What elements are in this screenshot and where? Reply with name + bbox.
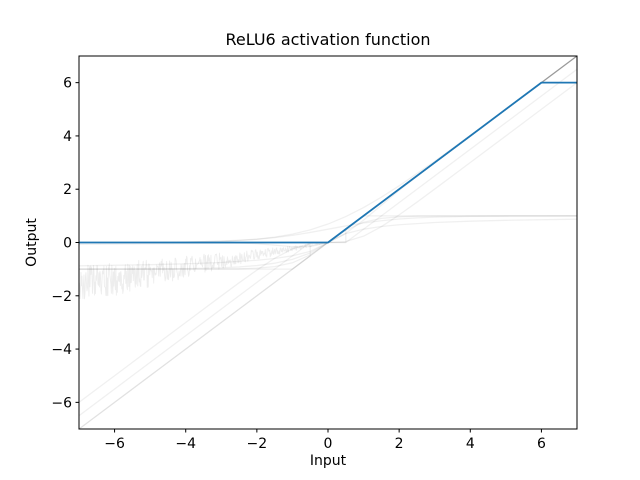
y-tick-label: −2 (51, 289, 72, 305)
x-tick-label: 0 (324, 436, 333, 452)
bg-curve-sigmoid (79, 215, 577, 244)
curves-layer (79, 56, 577, 429)
y-tick-label: −4 (51, 342, 72, 358)
y-tick-label: 2 (63, 182, 72, 198)
x-tick-label: 6 (537, 436, 546, 452)
y-axis-label: Output (24, 218, 40, 267)
bg-curve-gelu (79, 56, 577, 248)
y-tick-label: 0 (63, 236, 72, 252)
x-tick-label: −6 (104, 436, 125, 452)
x-tick-label: 2 (395, 436, 404, 452)
x-tick-label: −4 (175, 436, 196, 452)
y-tick-label: −6 (51, 395, 72, 411)
bg-curve-rrelu_negative_noise (79, 242, 329, 300)
y-tick-label: 6 (63, 76, 72, 92)
ticks-layer: −6 −4 −2 0 2 4 6 −6 −4 −2 0 2 4 6 (51, 76, 546, 452)
chart-title: ReLU6 activation function (225, 30, 430, 49)
bg-curve-relu (79, 56, 577, 244)
series-relu6 (79, 81, 577, 244)
bg-curve-softplus (79, 56, 577, 244)
bg-curve-elu (79, 56, 577, 270)
x-tick-label: −2 (247, 436, 268, 452)
y-tick-label: 4 (63, 129, 72, 145)
x-axis-label: Input (310, 453, 347, 469)
x-tick-label: 4 (466, 436, 475, 452)
